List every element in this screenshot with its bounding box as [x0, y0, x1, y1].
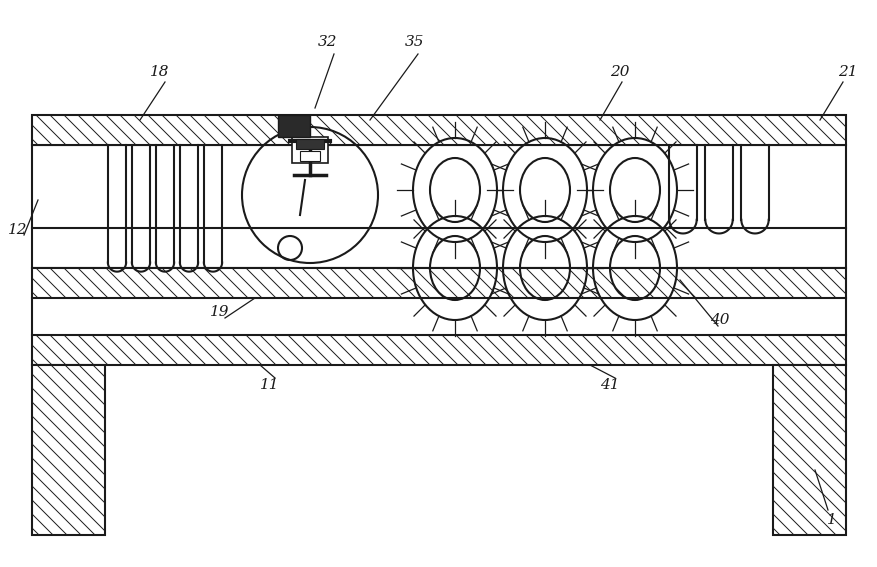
Text: 1: 1 — [826, 513, 836, 527]
Bar — [32, 145, 845, 268]
Bar — [292, 137, 328, 163]
Text: 40: 40 — [709, 313, 729, 327]
Bar — [278, 115, 310, 137]
Bar — [32, 365, 105, 535]
Bar — [32, 335, 845, 365]
Text: 21: 21 — [838, 65, 857, 79]
Text: 35: 35 — [405, 35, 424, 49]
Text: 41: 41 — [600, 378, 619, 392]
Bar — [772, 365, 845, 535]
Bar — [32, 115, 845, 145]
Text: 32: 32 — [317, 35, 338, 49]
Text: 11: 11 — [260, 378, 280, 392]
Bar — [32, 268, 845, 298]
Text: 20: 20 — [610, 65, 629, 79]
Text: 18: 18 — [150, 65, 169, 79]
Text: 12: 12 — [8, 223, 28, 237]
Bar — [296, 139, 324, 149]
Bar — [300, 151, 319, 161]
Text: 19: 19 — [210, 305, 230, 319]
